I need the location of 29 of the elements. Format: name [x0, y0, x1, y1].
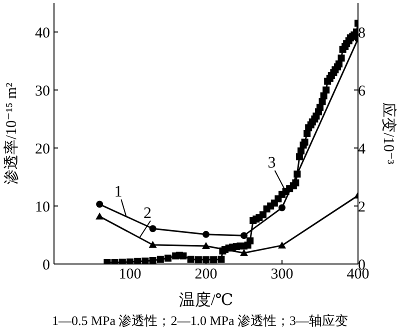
x-axis-title: 温度/℃: [178, 290, 234, 311]
series-label: 1: [114, 183, 122, 200]
point: [96, 212, 104, 220]
point: [202, 242, 210, 250]
point: [96, 200, 104, 208]
y2-tick-label: 4: [358, 141, 366, 158]
y-tick-label: 40: [35, 25, 50, 42]
legend-label: 2: [144, 204, 152, 222]
y-tick-label: 0: [42, 257, 50, 274]
y2-tick-label: 6: [358, 83, 366, 100]
point: [149, 225, 156, 232]
y2-tick-label: 2: [358, 199, 366, 216]
point: [278, 204, 286, 212]
point: [202, 230, 210, 238]
y2-axis-title: 应变/10⁻³: [380, 102, 397, 165]
x-tick-label: 200: [194, 266, 218, 283]
point: [148, 240, 157, 248]
point: [278, 241, 286, 248]
x-tick-label: 100: [118, 266, 142, 283]
text: 1—0.5 MPa 渗透性；2—1.0 MPa 渗透性；3—轴应变: [50, 312, 350, 330]
y-tick-label: 20: [35, 141, 50, 158]
series-label: 3: [268, 154, 276, 172]
point: [240, 248, 248, 256]
x-tick-label: 300: [270, 266, 294, 283]
y-tick-label: 30: [35, 83, 50, 100]
y2-tick-label: 8: [358, 25, 366, 42]
y-axis-title: 渗透率/10⁻¹⁵ m²: [3, 82, 20, 184]
y-tick-label: 10: [35, 199, 50, 216]
point: [240, 232, 248, 240]
